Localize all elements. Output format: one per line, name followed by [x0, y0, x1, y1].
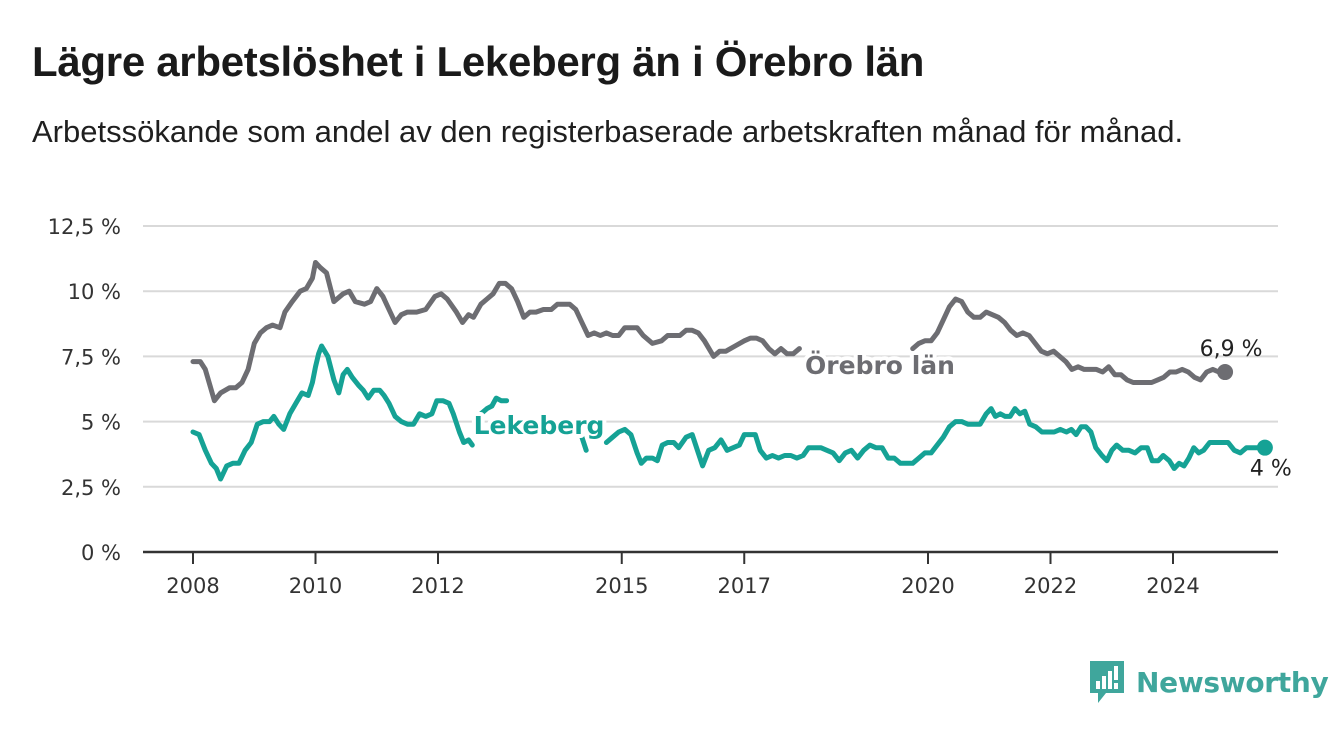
y-tick-label: 7,5 % — [61, 345, 121, 369]
series-name-halo: Lekeberg — [474, 411, 605, 440]
x-tick-label: 2024 — [1146, 574, 1199, 598]
series-name-halo: Örebro län — [805, 350, 955, 380]
y-tick-label: 0 % — [81, 541, 121, 565]
series-lines — [190, 260, 1273, 482]
y-axis-ticks: 0 % 2,5 % 5 % 7,5 % 10 % 12,5 % — [48, 215, 121, 565]
x-tick-label: 2017 — [718, 574, 771, 598]
y-tick-label: 10 % — [68, 280, 121, 304]
x-tick-label: 2022 — [1024, 574, 1077, 598]
newsworthy-logo-icon — [1090, 661, 1124, 703]
x-tick-label: 2008 — [166, 574, 219, 598]
x-tick-label: 2010 — [289, 574, 342, 598]
y-tick-label: 5 % — [81, 411, 121, 435]
y-tick-label: 12,5 % — [48, 215, 121, 239]
x-tick-label: 2015 — [595, 574, 648, 598]
y-tick-label: 2,5 % — [61, 476, 121, 500]
series-name-label: Örebro län — [805, 350, 955, 380]
end-value-label--rebro-l-n: 6,9 % — [1200, 337, 1263, 362]
brand-logo: Newsworthy — [1090, 660, 1329, 704]
x-tick-label: 2020 — [901, 574, 954, 598]
brand-name: Newsworthy — [1136, 665, 1329, 699]
chart-subtitle: Arbetssökande som andel av den registerb… — [32, 114, 1184, 149]
series-line-lekeberg — [190, 343, 1268, 482]
x-axis-ticks: 2008 2010 2012 2015 2017 2020 2022 2024 — [166, 552, 1200, 598]
x-tick-label: 2012 — [411, 574, 464, 598]
end-point-lekeberg — [1256, 439, 1273, 456]
chart-title: Lägre arbetslöshet i Lekeberg än i Örebr… — [32, 38, 925, 85]
end-point--rebro-l-n — [1217, 364, 1234, 381]
series-name-label: Lekeberg — [474, 411, 605, 440]
end-value-label-lekeberg: 4 % — [1250, 457, 1292, 482]
series-line--rebro-l-n — [190, 260, 1228, 404]
